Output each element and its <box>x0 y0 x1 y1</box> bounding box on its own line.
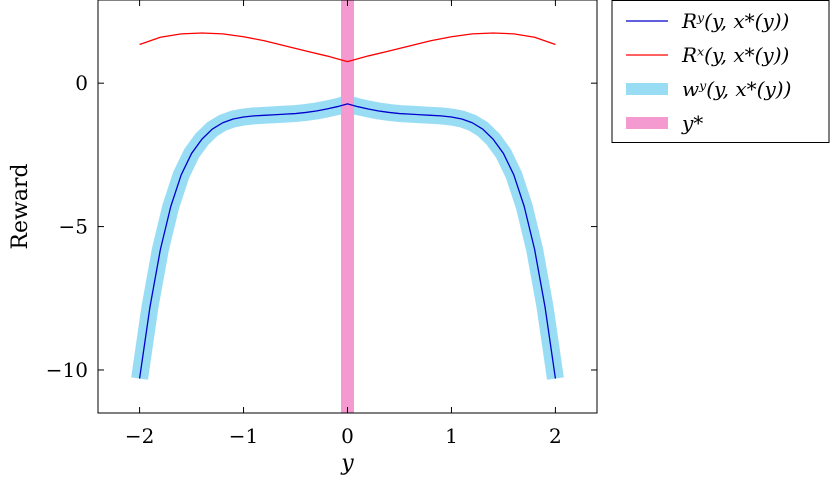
y-axis-label: Reward <box>8 163 33 249</box>
legend-entry-label: y* <box>681 111 703 135</box>
legend-entry-label: Rˣ(y, x*(y)) <box>681 43 789 67</box>
y-tick-label: −10 <box>46 358 88 382</box>
legend: Rʸ(y, x*(y)) Rˣ(y, x*(y)) wʸ(y, x*(y)) y* <box>611 0 830 143</box>
x-tick-label: −1 <box>229 424 258 448</box>
legend-entry-label: Rʸ(y, x*(y)) <box>681 9 789 33</box>
y-tick-label: 0 <box>75 71 88 95</box>
series-ystar-band <box>341 0 354 413</box>
x-tick-label: 1 <box>445 424 458 448</box>
x-tick-label: 2 <box>549 424 562 448</box>
series-rx-line <box>139 32 556 63</box>
x-tick-label: 0 <box>341 424 354 448</box>
y-tick-label: −5 <box>59 215 88 239</box>
legend-entry-label: wʸ(y, x*(y)) <box>682 77 791 101</box>
x-axis-label: y <box>340 451 354 476</box>
plot-area <box>131 0 564 413</box>
series-ry-line <box>138 103 557 379</box>
x-tick-label: −2 <box>125 424 154 448</box>
